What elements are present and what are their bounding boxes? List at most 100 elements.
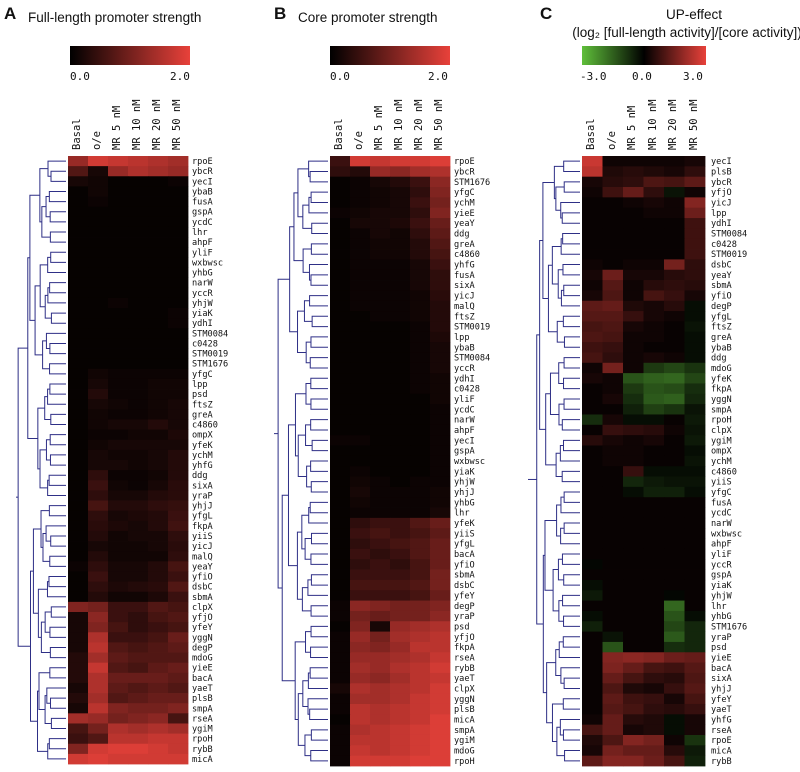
heatmap-cell bbox=[330, 610, 351, 622]
heatmap-cell bbox=[390, 311, 411, 322]
heatmap-cell bbox=[350, 404, 371, 415]
heatmap-cell bbox=[168, 601, 189, 613]
heatmap-cell bbox=[582, 745, 603, 757]
heatmap-cell bbox=[128, 277, 149, 289]
heatmap-cell bbox=[664, 703, 685, 715]
heatmap-cell bbox=[623, 280, 644, 291]
gene-label: yfeK bbox=[192, 441, 214, 451]
heatmap-cell bbox=[68, 642, 89, 653]
heatmap-cell bbox=[108, 470, 129, 481]
heatmap-cell bbox=[88, 612, 109, 623]
heatmap-cell bbox=[350, 238, 371, 250]
heatmap-cell bbox=[148, 449, 169, 461]
heatmap-cell bbox=[330, 652, 351, 664]
heatmap-cell bbox=[68, 713, 89, 724]
heatmap-cell bbox=[410, 207, 431, 219]
gene-label: yfjO bbox=[711, 188, 732, 198]
heatmap-cell bbox=[148, 480, 169, 491]
heatmap-cell bbox=[128, 328, 149, 339]
heatmap-cell bbox=[643, 166, 665, 178]
heatmap-cell bbox=[390, 393, 411, 405]
heatmap-cell bbox=[330, 352, 351, 364]
heatmap-cell bbox=[602, 280, 624, 291]
heatmap-cell bbox=[390, 528, 411, 539]
heatmap-cell bbox=[582, 486, 603, 498]
heatmap-cell bbox=[168, 530, 189, 542]
heatmap-cell bbox=[128, 561, 149, 572]
heatmap-cell bbox=[330, 424, 351, 436]
gene-label: yfeY bbox=[192, 623, 214, 633]
gene-label: yfgC bbox=[454, 188, 475, 198]
heatmap-cell bbox=[410, 621, 431, 632]
heatmap-cell bbox=[128, 510, 149, 522]
heatmap-cell bbox=[623, 590, 644, 601]
panel-c-scale-max: 3.0 bbox=[683, 70, 703, 83]
heatmap-cell bbox=[88, 176, 109, 187]
heatmap-cell bbox=[664, 445, 685, 457]
gene-label: yhfG bbox=[454, 261, 475, 271]
heatmap-cell bbox=[350, 631, 371, 643]
heatmap-cell bbox=[623, 641, 644, 653]
gene-label: rpoH bbox=[454, 757, 475, 767]
heatmap-cell bbox=[128, 429, 149, 441]
heatmap-cell bbox=[168, 753, 189, 765]
heatmap-cell bbox=[643, 156, 665, 167]
heatmap-cell bbox=[643, 176, 665, 188]
heatmap-cell bbox=[684, 414, 706, 426]
heatmap-cell bbox=[430, 579, 451, 591]
heatmap-cell bbox=[350, 652, 371, 664]
gene-label: gspA bbox=[711, 571, 733, 581]
heatmap-cell bbox=[350, 259, 371, 271]
heatmap-cell bbox=[684, 166, 706, 178]
heatmap-cell bbox=[350, 228, 371, 240]
heatmap-cell bbox=[330, 517, 351, 529]
heatmap-cell bbox=[582, 290, 603, 302]
gene-label: psd bbox=[192, 390, 208, 400]
heatmap-cell bbox=[410, 393, 431, 405]
heatmap-cell bbox=[410, 187, 431, 198]
heatmap-cell bbox=[168, 226, 189, 238]
heatmap-cell bbox=[623, 621, 644, 632]
heatmap-cell bbox=[68, 166, 89, 177]
heatmap-cell bbox=[88, 601, 109, 613]
gene-label: yiiS bbox=[192, 532, 213, 542]
heatmap-cell bbox=[664, 517, 685, 529]
heatmap-cell bbox=[108, 480, 129, 491]
gene-label: yicJ bbox=[711, 199, 732, 209]
heatmap-cell bbox=[88, 196, 109, 208]
heatmap-cell bbox=[330, 311, 351, 322]
heatmap-cell bbox=[68, 389, 89, 400]
heatmap-cell bbox=[68, 308, 89, 319]
heatmap-cell bbox=[430, 373, 451, 384]
heatmap-cell bbox=[370, 259, 391, 271]
heatmap-cell bbox=[350, 373, 371, 384]
heatmap-cell bbox=[370, 176, 391, 188]
heatmap-cell bbox=[623, 548, 644, 560]
heatmap-cell bbox=[623, 414, 644, 426]
heatmap-cell bbox=[684, 755, 706, 767]
heatmap-cell bbox=[88, 733, 109, 745]
heatmap-cell bbox=[148, 419, 169, 430]
heatmap-cell bbox=[168, 632, 189, 643]
gene-label: narW bbox=[711, 519, 733, 529]
heatmap-cell bbox=[664, 652, 685, 664]
gene-label: sbmA bbox=[454, 571, 476, 581]
heatmap-cell bbox=[108, 287, 129, 299]
heatmap-cell bbox=[330, 621, 351, 632]
heatmap-cell bbox=[128, 318, 149, 329]
heatmap-cell bbox=[350, 683, 371, 695]
heatmap-cell bbox=[330, 528, 351, 539]
heatmap-cell bbox=[168, 510, 189, 522]
heatmap-cell bbox=[684, 517, 706, 529]
heatmap-cell bbox=[664, 538, 685, 550]
gene-label: ydhI bbox=[192, 319, 213, 329]
gene-label: STM0019 bbox=[454, 323, 490, 333]
gene-label: narW bbox=[192, 279, 214, 289]
heatmap-cell bbox=[684, 321, 706, 333]
gene-label: rpoE bbox=[192, 157, 213, 167]
gene-label: yfgL bbox=[711, 312, 732, 322]
gene-label: yfiO bbox=[711, 292, 732, 302]
heatmap-cell bbox=[88, 480, 109, 491]
heatmap-cell bbox=[684, 559, 706, 570]
